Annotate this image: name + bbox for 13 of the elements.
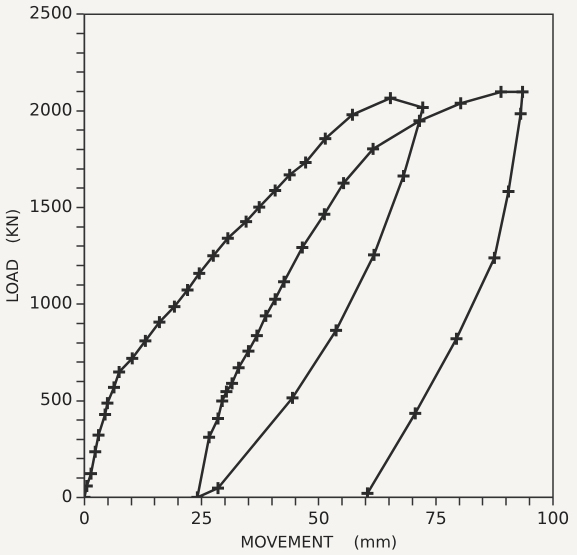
x-tick-label: 25 — [190, 509, 212, 530]
x-tick-label: 50 — [308, 509, 330, 530]
y-tick-label: 2500 — [29, 4, 72, 24]
y-tick-label: 1000 — [29, 294, 72, 314]
y-tick-label: 2000 — [29, 100, 72, 120]
x-tick-label: 100 — [536, 509, 570, 530]
y-tick-label: 0 — [62, 486, 72, 507]
y-tick-label: 1500 — [29, 196, 72, 217]
y-axis-title: LOAD (KN) — [2, 208, 22, 303]
x-tick-label: 0 — [79, 509, 90, 530]
x-tick-label: 75 — [425, 509, 447, 530]
x-axis-title: MOVEMENT (mm) — [240, 532, 398, 552]
y-tick-label: 500 — [40, 390, 72, 410]
